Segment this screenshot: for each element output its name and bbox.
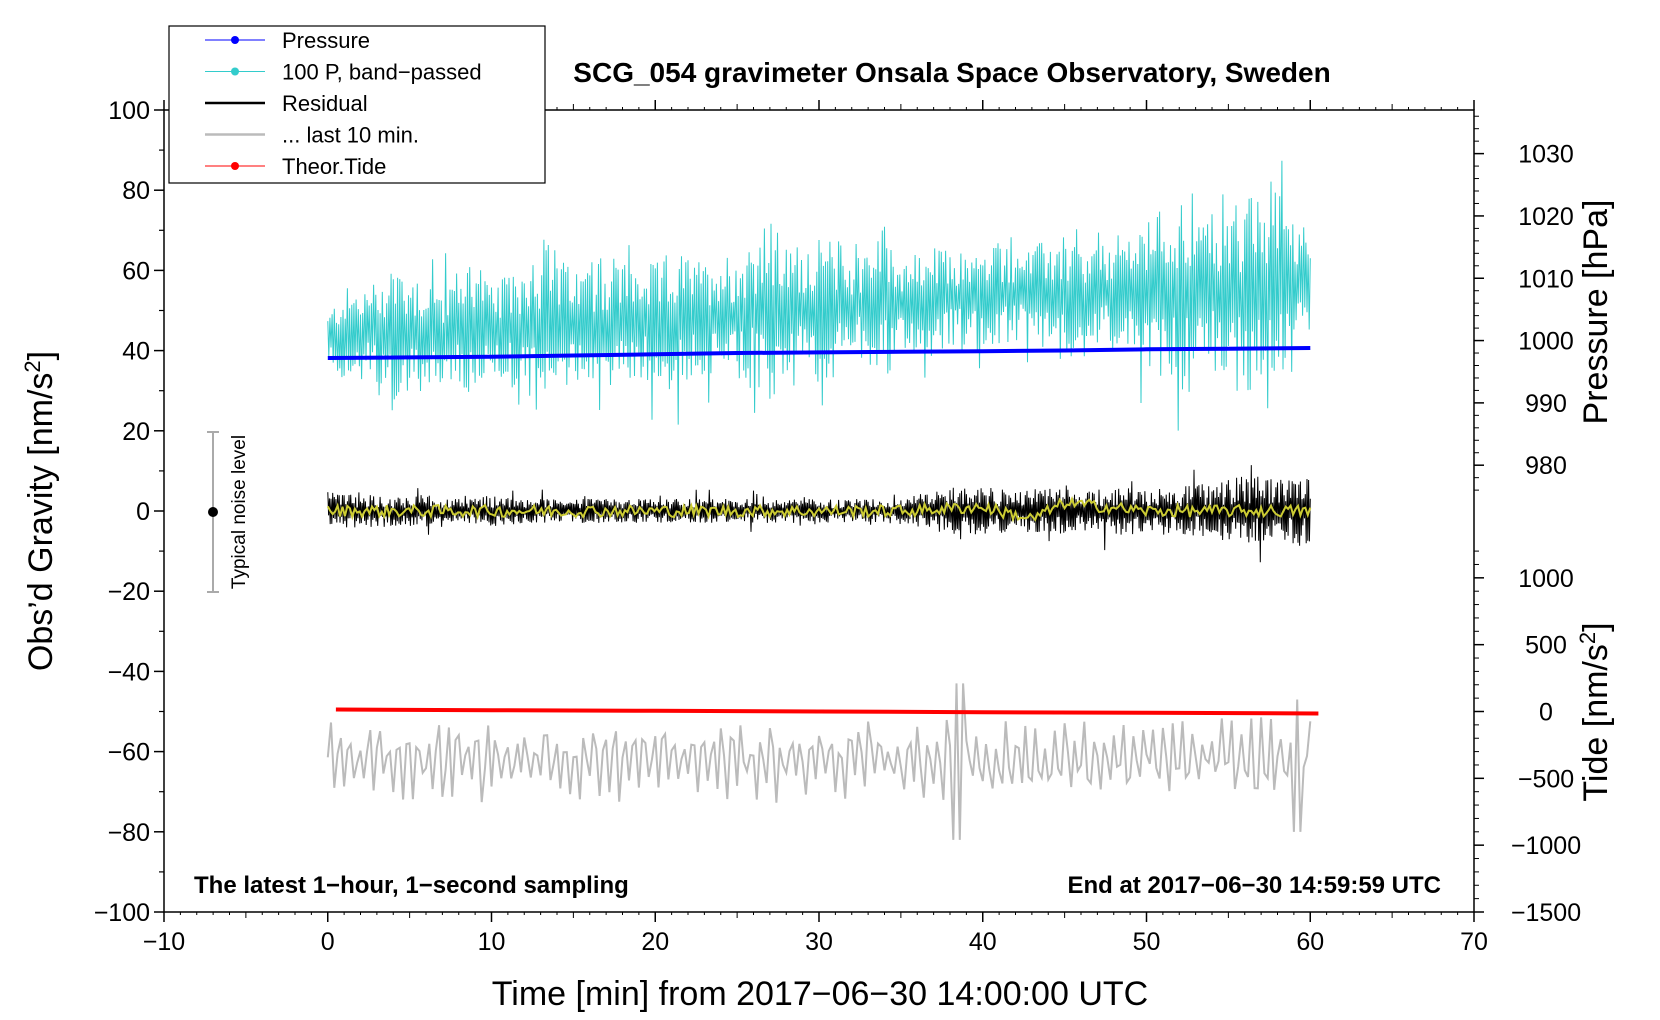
noise-label: Typical noise level [229, 435, 250, 589]
x-tick-label: 10 [478, 928, 506, 956]
series-residual-smoothed [326, 496, 1312, 523]
y-tick-label: 40 [122, 338, 150, 366]
y-tick-label: −40 [108, 658, 150, 686]
y-tick-label: 20 [122, 418, 150, 446]
series-layer [326, 160, 1319, 840]
legend-label: Theor.Tide [282, 154, 386, 179]
series-last-10-min [326, 683, 1312, 840]
y-tick-label: −20 [108, 578, 150, 606]
pressure-tick-label: 1000 [1518, 328, 1574, 356]
tide-tick-label: 0 [1539, 699, 1553, 727]
pressure-tick-label: 1020 [1518, 203, 1574, 231]
x-tick-label: 40 [969, 928, 997, 956]
legend-label: Pressure [282, 28, 370, 53]
legend-marker [231, 162, 239, 170]
series-pressure [327, 346, 1311, 360]
pressure-tick-label: 990 [1525, 390, 1567, 418]
pressure-tick-label: 1030 [1518, 141, 1574, 169]
x-axis-title: Time [min] from 2017−06−30 14:00:00 UTC [492, 975, 1148, 1013]
y-tick-label: −60 [108, 739, 150, 767]
x-tick-label: −10 [143, 928, 185, 956]
gravity-axis: 100 80 60 40 20 0 −20 −40 −60 −80 −100 [94, 97, 164, 927]
x-tick-label: 60 [1296, 928, 1324, 956]
legend-label: Residual [282, 91, 368, 116]
series-theoretical-tide [335, 707, 1319, 716]
pressure-tick-label: 1010 [1518, 265, 1574, 293]
y-tick-label: −100 [94, 899, 150, 927]
note-left: The latest 1−hour, 1−second sampling [194, 872, 629, 899]
pressure-tick-label: 980 [1525, 452, 1567, 480]
tide-tick-label: −1500 [1511, 899, 1581, 927]
x-tick-label: 20 [641, 928, 669, 956]
pressure-axis: 1030 1020 1010 1000 990 980 [1474, 115, 1574, 491]
y-tick-label: 0 [136, 498, 150, 526]
legend-marker [231, 67, 239, 76]
tide-tick-label: −1000 [1511, 832, 1581, 860]
x-tick-label: 30 [805, 928, 833, 956]
y-tick-label: 100 [108, 97, 150, 125]
legend-box [168, 25, 546, 184]
noise-indicator: Typical noise level [207, 431, 250, 593]
chart-title: SCG_054 gravimeter Onsala Space Observat… [573, 57, 1330, 88]
legend-label: 100 P, band−passed [282, 60, 482, 85]
tide-tick-label: 500 [1525, 632, 1567, 660]
y-axis-title: Obs’d Gravity [nm/s2] [20, 351, 61, 671]
series-residual [327, 465, 1311, 563]
legend-marker [231, 36, 239, 44]
legend-label: ... last 10 min. [282, 123, 419, 148]
tide-axis: 1000 500 0 −500 −1000 −1500 [1474, 550, 1581, 927]
tide-axis-title: Tide [nm/s2] [1575, 622, 1616, 801]
y-tick-label: 80 [122, 177, 150, 205]
x-tick-label: 50 [1133, 928, 1161, 956]
pressure-axis-title: Pressure [hPa] [1577, 200, 1615, 425]
x-tick-label: 70 [1460, 928, 1488, 956]
note-right: End at 2017−06−30 14:59:59 UTC [1067, 872, 1441, 899]
x-tick-label: 0 [321, 928, 335, 956]
noise-center-dot [208, 507, 218, 517]
y-tick-label: −80 [108, 819, 150, 847]
tide-tick-label: 1000 [1518, 565, 1574, 593]
y-tick-label: 60 [122, 257, 150, 285]
series-bandpassed-pressure [327, 160, 1311, 431]
legend: Pressure 100 P, band−passed Residual ... la… [168, 25, 546, 184]
tide-tick-label: −500 [1518, 765, 1574, 793]
